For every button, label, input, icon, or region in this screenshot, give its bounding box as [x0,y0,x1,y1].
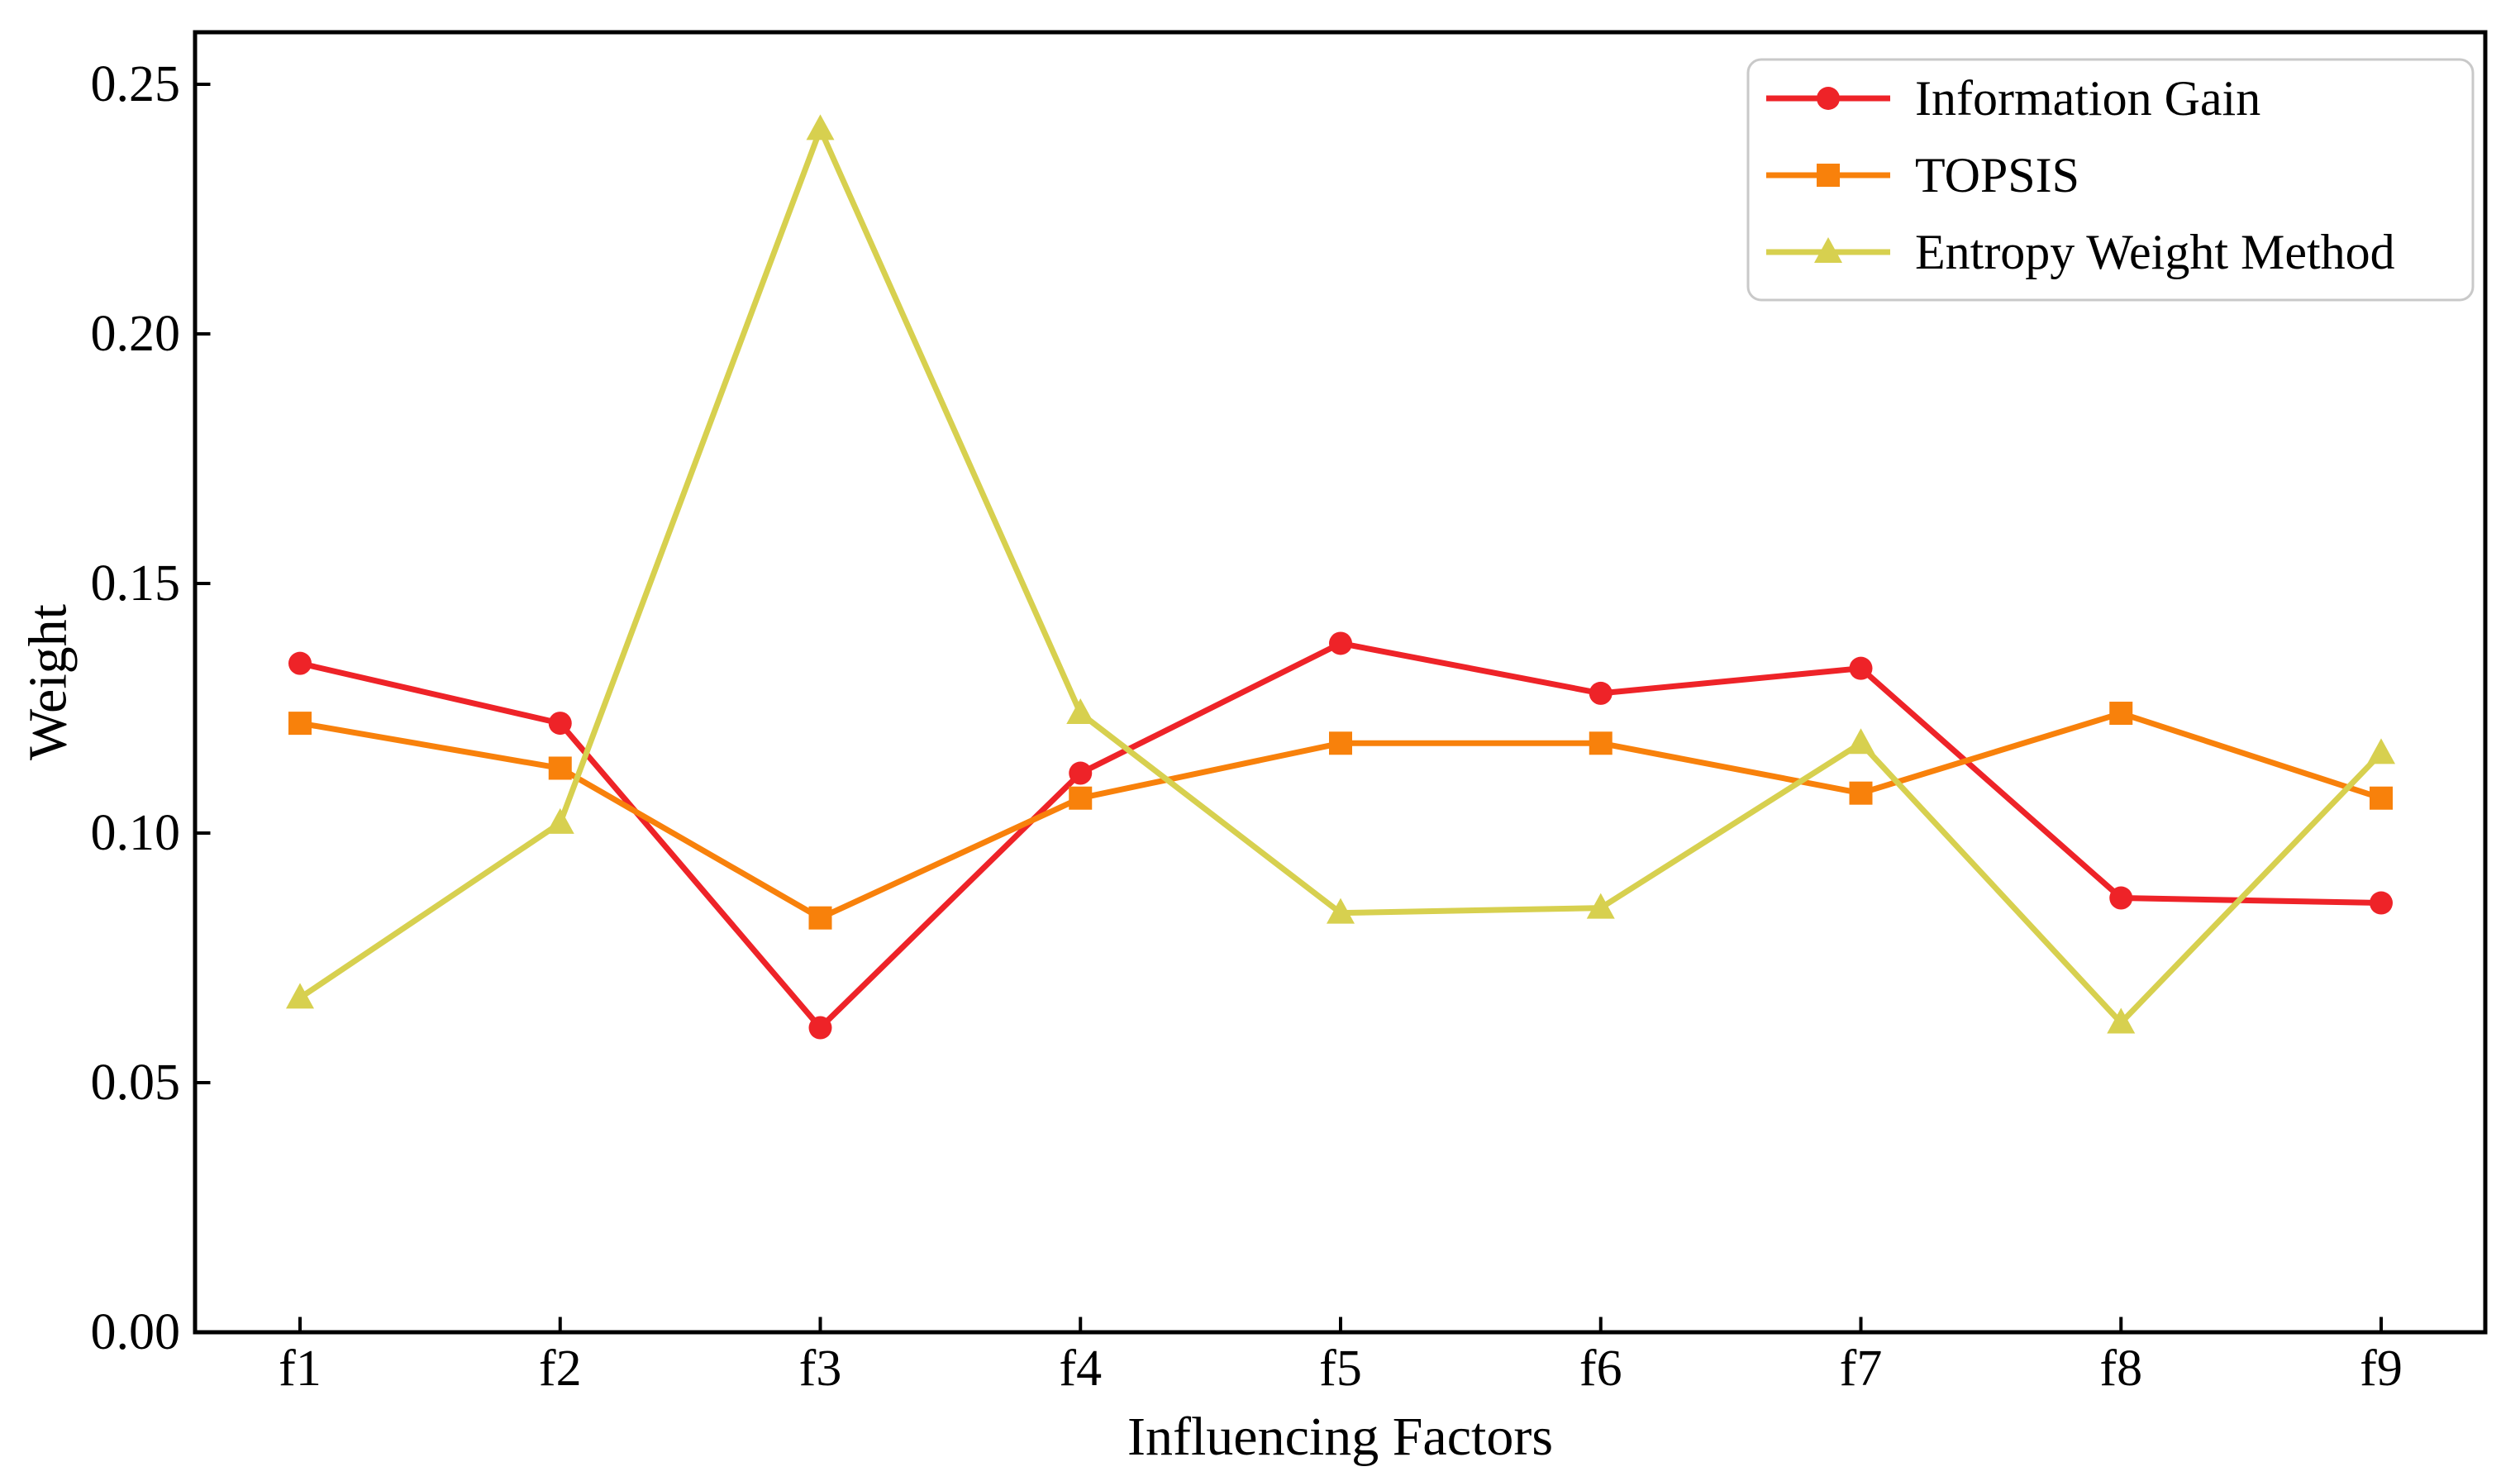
triangle-marker-entropy-weight-method [1327,898,1355,924]
series-information-gain [288,631,2393,1040]
x-tick-label: f7 [1840,1341,1883,1397]
legend: Information Gain TOPSIS Entropy Weight Met… [1746,58,2475,302]
legend-label: TOPSIS [1915,148,2079,202]
square-marker-topsis [288,712,312,736]
plot-frame [193,30,2488,1335]
circle-marker-information-gain [548,712,572,736]
y-tick-label: 0.00 [91,1304,181,1360]
legend-label: Entropy Weight Method [1915,225,2395,279]
circle-marker-information-gain [1849,656,1873,680]
circle-marker-information-gain [1069,761,1093,785]
legend-square-marker-topsis [1817,164,1840,187]
circle-marker-information-gain [2109,886,2133,910]
triangle-marker-entropy-weight-method [2107,1007,2136,1034]
square-marker-topsis [548,756,572,780]
x-tick-label: f3 [799,1341,842,1397]
legend-item-entropy-weight-method: Entropy Weight Method [1766,225,2395,279]
series-entropy-weight-method [286,114,2395,1034]
square-marker-topsis [808,906,832,930]
x-tick-label: f9 [2360,1341,2403,1397]
legend-label: Information Gain [1915,71,2260,126]
legend-item-topsis: TOPSIS [1766,148,2079,202]
triangle-marker-entropy-weight-method [545,807,574,834]
triangle-marker-entropy-weight-method [806,114,835,140]
square-marker-topsis [2370,786,2393,810]
square-marker-topsis [1069,786,1093,810]
circle-marker-information-gain [2370,891,2393,915]
x-tick-label: f8 [2099,1341,2142,1397]
x-tick-label: f6 [1579,1341,1622,1397]
y-axis-label: Weight [18,604,79,760]
triangle-marker-entropy-weight-method [2367,738,2395,764]
legend-triangle-marker-entropy-weight-method [1814,237,1842,263]
legend-item-information-gain: Information Gain [1766,71,2260,126]
circle-marker-information-gain [288,651,312,675]
series-topsis [288,702,2393,930]
square-marker-topsis [1329,731,1352,755]
y-tick-label: 0.05 [91,1055,181,1111]
circle-marker-information-gain [1589,681,1613,705]
triangle-marker-entropy-weight-method [1846,728,1875,755]
circle-marker-information-gain [808,1016,832,1040]
x-axis-label: Influencing Factors [1127,1407,1553,1467]
legend-circle-marker-information-gain [1817,87,1840,110]
y-tick-label: 0.25 [91,56,181,112]
y-tick-label: 0.20 [91,306,181,362]
y-tick-label: 0.15 [91,555,181,612]
x-tick-label: f2 [539,1341,582,1397]
x-tick-label: f5 [1319,1341,1362,1397]
y-tick-label: 0.10 [91,805,181,861]
legend-box [1746,58,2475,302]
square-marker-topsis [2109,702,2133,726]
circle-marker-information-gain [1329,631,1352,655]
x-tick-label: f1 [279,1341,322,1397]
triangle-marker-entropy-weight-method [1586,893,1615,919]
square-marker-topsis [1849,781,1873,805]
square-marker-topsis [1589,731,1613,755]
triangle-marker-entropy-weight-method [1066,698,1095,725]
triangle-marker-entropy-weight-method [286,983,314,1009]
x-tick-label: f4 [1059,1341,1102,1397]
